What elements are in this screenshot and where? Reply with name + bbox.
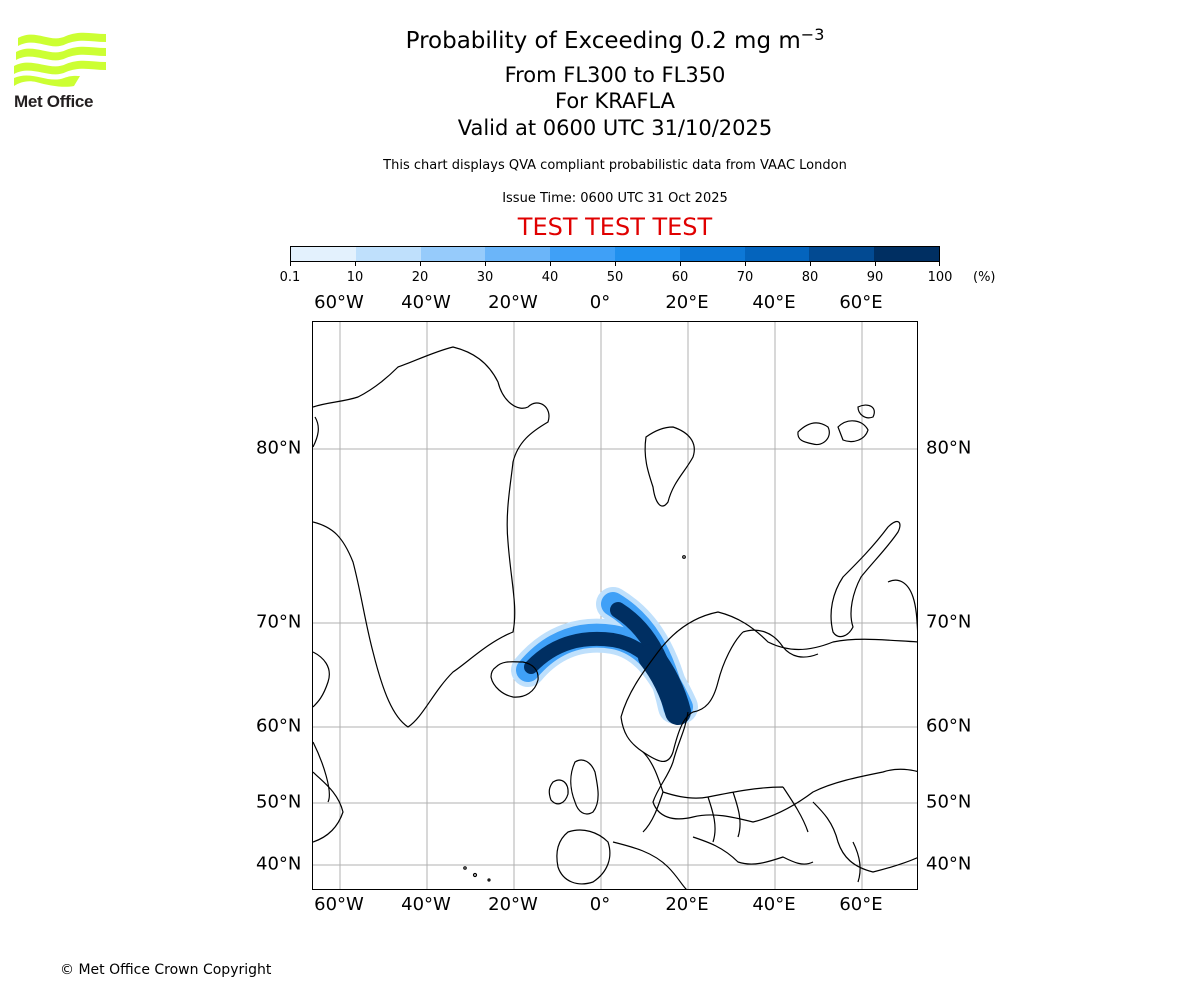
colorbar-segment xyxy=(744,247,810,261)
met-office-waves-icon xyxy=(14,32,106,87)
longitude-label: 20°E xyxy=(665,292,709,313)
colorbar-segment xyxy=(485,247,551,261)
colorbar xyxy=(290,246,940,262)
longitude-label: 40°E xyxy=(752,292,796,313)
colorbar-segment xyxy=(550,247,615,261)
latitude-label: 80°N xyxy=(256,437,302,459)
latitude-label: 80°N xyxy=(926,437,972,459)
longitude-label: 0° xyxy=(589,894,611,915)
colorbar-tick xyxy=(485,262,486,266)
colorbar-tick xyxy=(680,262,681,266)
map-panel xyxy=(312,321,918,890)
colorbar-segment xyxy=(809,247,875,261)
latitude-label: 40°N xyxy=(926,853,972,875)
colorbar-tick xyxy=(615,262,616,266)
met-office-logo: Met Office xyxy=(14,30,108,112)
valid-time: Valid at 0600 UTC 31/10/2025 xyxy=(457,116,773,140)
latitude-label: 40°N xyxy=(256,853,302,875)
colorbar-tick-label: 10 xyxy=(346,270,364,285)
latitude-label: 70°N xyxy=(926,611,972,633)
map-canvas xyxy=(313,322,917,889)
latitude-label: 70°N xyxy=(256,611,302,633)
colorbar-tick xyxy=(355,262,356,266)
colorbar-tick-label: 60 xyxy=(671,270,689,285)
colorbar-tick-label: 80 xyxy=(801,270,819,285)
longitude-label: 20°E xyxy=(665,894,709,915)
longitude-label: 20°W xyxy=(488,292,538,313)
longitude-label: 60°W xyxy=(314,292,364,313)
colorbar-tick-label: 30 xyxy=(476,270,494,285)
longitude-label: 60°W xyxy=(314,894,364,915)
colorbar-tick xyxy=(550,262,551,266)
disclaimer-text: This chart displays QVA compliant probab… xyxy=(383,158,847,173)
ash-plume xyxy=(511,587,698,725)
coastlines xyxy=(313,346,917,889)
colorbar-tick-label: 50 xyxy=(606,270,624,285)
latitude-label: 50°N xyxy=(926,791,972,813)
longitude-label: 0° xyxy=(589,292,611,313)
colorbar-tick xyxy=(875,262,876,266)
colorbar-tick-label: 20 xyxy=(411,270,429,285)
colorbar-tick-label: 70 xyxy=(736,270,754,285)
colorbar-segment xyxy=(291,247,356,261)
issue-time: Issue Time: 0600 UTC 31 Oct 2025 xyxy=(502,191,728,206)
copyright-text: © Met Office Crown Copyright xyxy=(60,962,272,978)
colorbar-unit: (%) xyxy=(973,270,996,285)
test-banner: TEST TEST TEST xyxy=(517,213,713,241)
colorbar-tick-label: 90 xyxy=(866,270,884,285)
colorbar-segment xyxy=(355,247,421,261)
colorbar-segment xyxy=(874,247,939,261)
colorbar-segment xyxy=(420,247,486,261)
longitude-label: 40°W xyxy=(401,292,451,313)
colorbar-tick-label: 40 xyxy=(541,270,559,285)
colorbar-tick xyxy=(810,262,811,266)
longitude-label: 40°W xyxy=(401,894,451,915)
longitude-label: 60°E xyxy=(839,894,883,915)
colorbar-segment xyxy=(679,247,745,261)
chart-title: Probability of Exceeding 0.2 mg m−3 xyxy=(0,25,1200,54)
colorbar-tick xyxy=(420,262,421,266)
colorbar-tick-label: 100 xyxy=(927,270,953,285)
colorbar-tick xyxy=(939,262,940,266)
title-text: Probability of Exceeding 0.2 mg m xyxy=(405,28,801,54)
title-superscript: −3 xyxy=(800,25,825,44)
colorbar-tick xyxy=(290,262,291,266)
logo-text: Met Office xyxy=(14,92,94,111)
volcano-name: For KRAFLA xyxy=(555,89,675,113)
longitude-label: 60°E xyxy=(839,292,883,313)
latitude-label: 60°N xyxy=(256,715,302,737)
longitude-label: 40°E xyxy=(752,894,796,915)
colorbar-segment xyxy=(614,247,680,261)
latitude-label: 50°N xyxy=(256,791,302,813)
level-range: From FL300 to FL350 xyxy=(504,63,726,87)
colorbar-tick xyxy=(745,262,746,266)
latitude-label: 60°N xyxy=(926,715,972,737)
longitude-label: 20°W xyxy=(488,894,538,915)
colorbar-tick-label: 0.1 xyxy=(279,270,301,285)
